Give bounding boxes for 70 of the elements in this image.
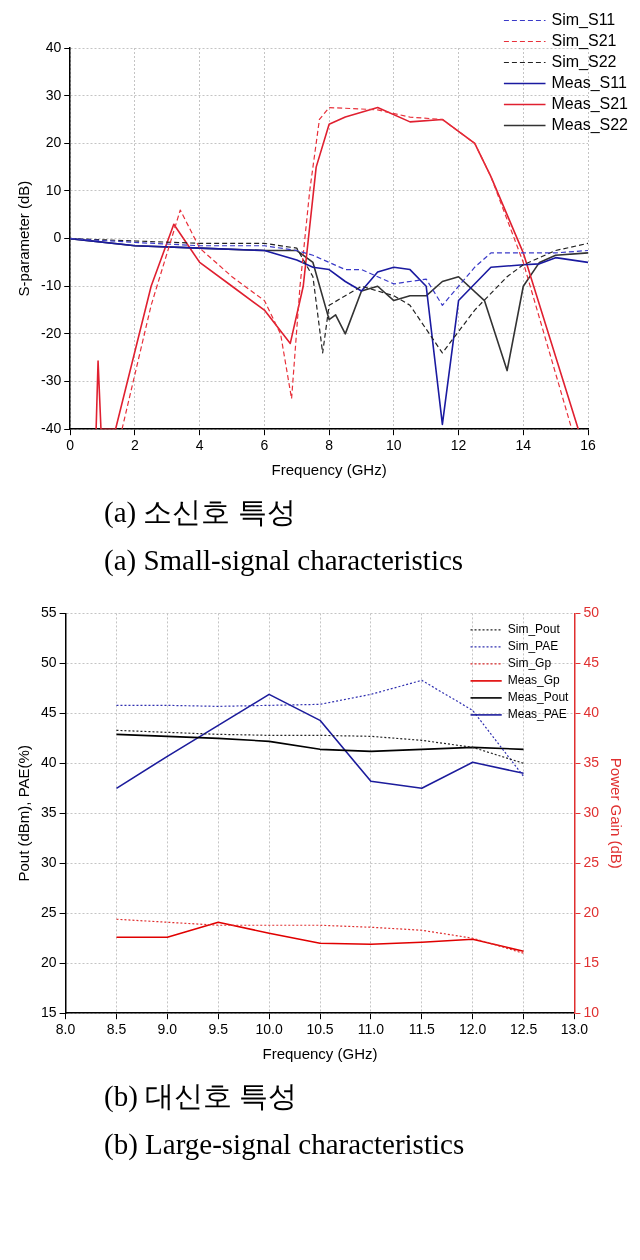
y-tick-label: 10 — [45, 181, 62, 198]
text: (b) 대신호 특성 — [104, 1079, 299, 1114]
x-axis-title: Frequency (GHz) — [262, 1045, 378, 1063]
x-tick-label: 12.0 — [459, 1021, 487, 1038]
x-tick-label: 2 — [131, 437, 140, 454]
legend-label: Meas_Gp — [507, 673, 561, 688]
y2-tick-label: 15 — [583, 954, 600, 971]
text: (b) Large-signal characteristics — [104, 1127, 466, 1162]
x-tick-label: 10.5 — [306, 1021, 334, 1038]
y-tick-label: -40 — [41, 420, 62, 437]
text: (a) Small-signal characteristics — [104, 543, 465, 578]
y2-tick-label: 25 — [583, 854, 600, 871]
x-tick-label: 13.0 — [560, 1021, 589, 1038]
x-tick-label: 12.5 — [509, 1021, 538, 1038]
y-tick-label: 30 — [45, 86, 62, 103]
y-tick-label: 35 — [40, 804, 57, 821]
y2-tick-label: 20 — [583, 904, 600, 921]
y-tick-label: 45 — [40, 704, 57, 721]
legend-label: Sim_PAE — [507, 639, 559, 654]
line-series — [70, 238, 588, 306]
x-tick-label: 11.0 — [357, 1021, 385, 1038]
x-tick-label: 11.5 — [408, 1021, 436, 1038]
y2-tick-label: 50 — [583, 604, 600, 621]
y-tick-label: -10 — [41, 277, 62, 294]
x-tick-label: 8.5 — [106, 1021, 127, 1038]
line-series — [115, 729, 525, 764]
x-tick-label: 10 — [386, 437, 402, 454]
y2-tick-label: 30 — [583, 804, 600, 821]
y-axis-title: S-parameter (dB) — [15, 180, 33, 297]
y-tick-label: -30 — [41, 372, 62, 389]
x-tick-label: 9.0 — [157, 1021, 178, 1038]
legend-label: Meas_PAE — [507, 707, 567, 722]
y-tick-label: 15 — [40, 1004, 57, 1021]
legend-label: Sim_S22 — [551, 52, 617, 71]
legend-label: Sim_Pout — [507, 622, 561, 637]
y-tick-label: 20 — [40, 954, 57, 971]
x-axis-title: Frequency (GHz) — [271, 461, 387, 479]
x-tick-label: 16 — [580, 437, 596, 454]
x-tick-label: 12 — [450, 437, 467, 454]
x-tick-label: 10.0 — [255, 1021, 283, 1038]
x-tick-label: 8.0 — [55, 1021, 76, 1038]
y2-tick-label: 10 — [583, 1004, 600, 1021]
legend-label: Meas_S22 — [551, 115, 629, 134]
y-tick-label: 30 — [40, 854, 57, 871]
x-tick-label: 0 — [66, 437, 75, 454]
y2-tick-label: 40 — [583, 704, 600, 721]
y-tick-label: 40 — [40, 754, 57, 771]
legend-label: Meas_Pout — [507, 690, 570, 705]
y-tick-label: 0 — [53, 229, 62, 246]
y-tick-label: 40 — [45, 38, 62, 55]
x-tick-label: 4 — [195, 437, 204, 454]
legend-label: Meas_S21 — [551, 94, 629, 113]
legend-label: Sim_S11 — [551, 10, 616, 29]
y2-axis-title: Power Gain (dB) — [607, 757, 625, 869]
text: (a) 소신호 특성 — [104, 495, 297, 530]
x-tick-label: 6 — [260, 437, 269, 454]
y-axis-title: Pout (dBm), PAE(%) — [15, 745, 33, 882]
y-tick-label: 50 — [40, 654, 57, 671]
legend-label: Sim_Gp — [507, 656, 552, 671]
y2-tick-label: 45 — [583, 654, 600, 671]
legend-label: Sim_S21 — [551, 31, 617, 50]
x-tick-label: 9.5 — [208, 1021, 229, 1038]
y-tick-label: 55 — [40, 604, 57, 621]
x-tick-label: 8 — [325, 437, 334, 454]
y-tick-label: 20 — [45, 134, 62, 151]
y2-tick-label: 35 — [583, 754, 600, 771]
y-tick-label: 25 — [40, 904, 57, 921]
x-tick-label: 14 — [515, 437, 532, 454]
legend-label: Meas_S11 — [551, 73, 627, 92]
y-tick-label: -20 — [41, 324, 62, 341]
